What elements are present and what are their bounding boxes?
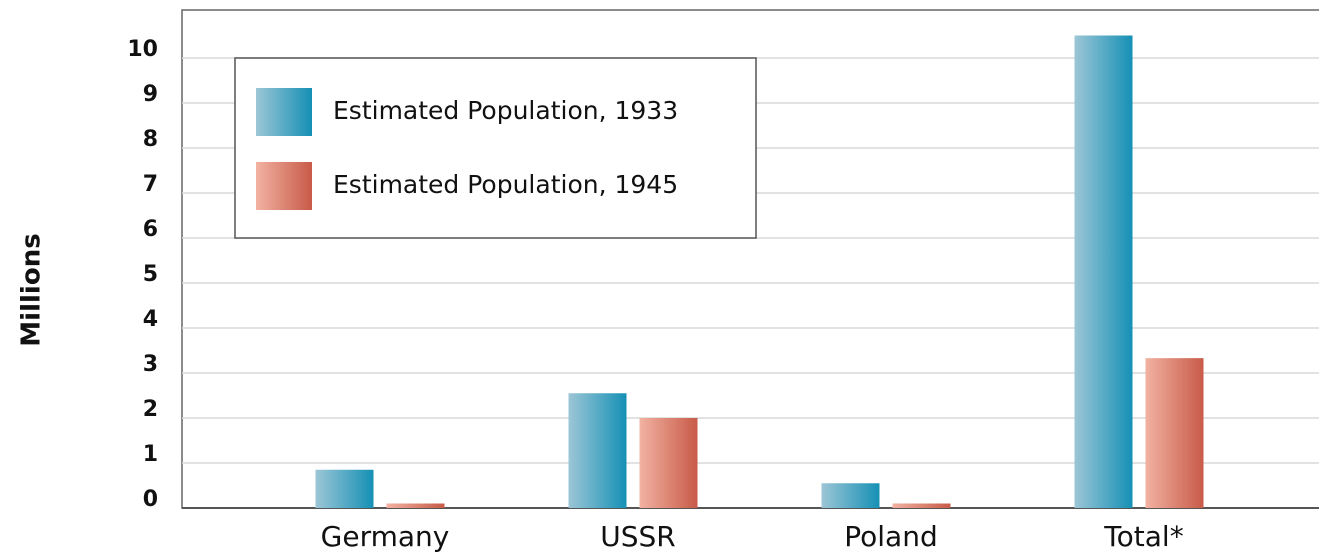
x-tick-label: Germany	[321, 520, 450, 553]
bar	[568, 393, 627, 508]
x-tick-label: USSR	[600, 520, 676, 553]
x-tick-label: Total*	[1103, 520, 1183, 553]
y-tick-label: 5	[143, 262, 158, 287]
legend-swatch	[256, 162, 312, 210]
bar	[639, 418, 698, 508]
y-tick-label: 7	[143, 172, 158, 197]
y-tick-label: 6	[143, 217, 158, 242]
y-tick-label: 3	[143, 352, 158, 377]
bar	[1145, 358, 1204, 508]
bar	[315, 469, 374, 508]
bar	[821, 483, 880, 508]
y-axis-label: Millions	[17, 233, 47, 346]
legend-swatch	[256, 88, 312, 136]
y-tick-label: 0	[143, 487, 158, 512]
y-tick-label: 2	[143, 397, 158, 422]
bar	[892, 503, 951, 508]
y-tick-label: 9	[143, 82, 158, 107]
y-tick-label: 4	[143, 307, 158, 332]
y-tick-label: 1	[143, 442, 158, 467]
x-tick-label: Poland	[844, 520, 937, 553]
legend-box	[234, 57, 757, 239]
bar	[386, 503, 445, 508]
legend-label: Estimated Population, 1945	[333, 170, 678, 199]
y-tick-label: 8	[143, 127, 158, 152]
legend-label: Estimated Population, 1933	[333, 96, 678, 125]
y-tick-label: 10	[127, 37, 158, 62]
bar	[1074, 35, 1133, 508]
